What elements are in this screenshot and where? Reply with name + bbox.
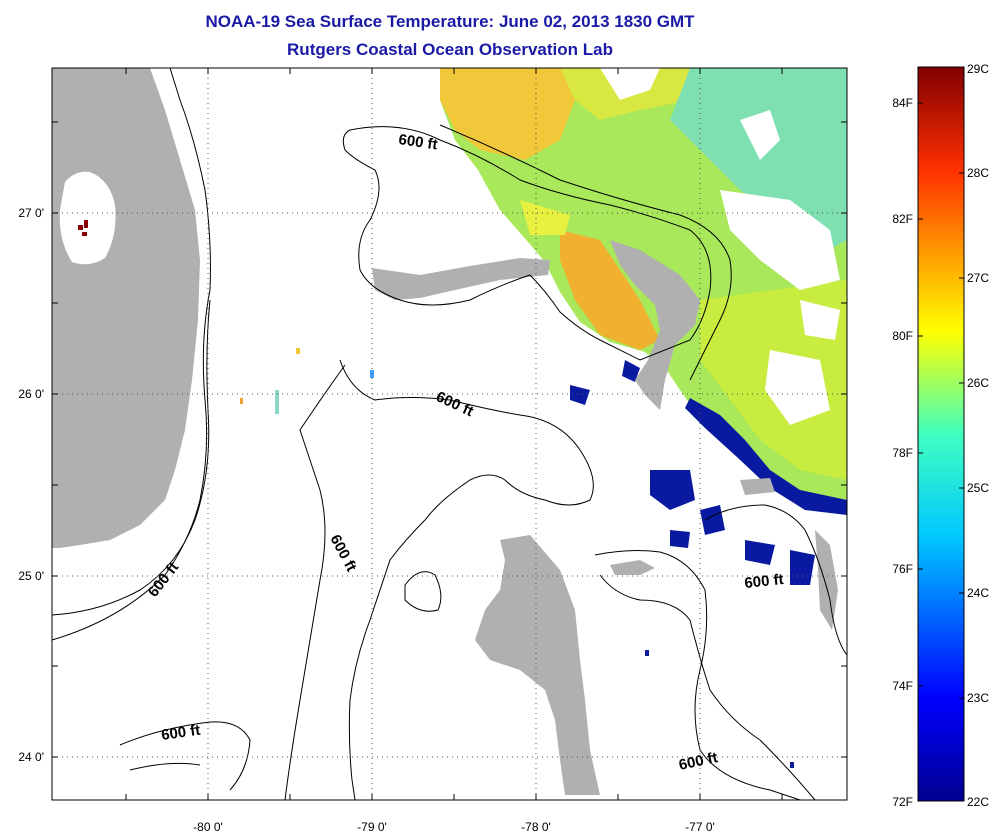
lon-label: -80 0' (193, 820, 223, 834)
celsius-label: 27C (967, 271, 989, 285)
lat-label: 26 0' (18, 387, 44, 401)
map-subtitle: Rutgers Coastal Ocean Observation Lab (287, 40, 613, 59)
map-title: NOAA-19 Sea Surface Temperature: June 02… (205, 12, 695, 31)
lake (59, 171, 116, 265)
contour-label: 600 ft (397, 131, 438, 153)
latitude-labels: 27 0' 26 0' 25 0' 24 0' (18, 206, 44, 764)
celsius-label: 29C (967, 62, 989, 76)
celsius-label: 23C (967, 691, 989, 705)
celsius-label: 25C (967, 481, 989, 495)
lat-label: 27 0' (18, 206, 44, 220)
contour-label: 600 ft (744, 571, 785, 592)
longitude-labels: -80 0' -79 0' -78 0' -77 0' (193, 820, 715, 834)
lon-label: -78 0' (521, 820, 551, 834)
celsius-label: 22C (967, 795, 989, 809)
graticule (52, 68, 847, 800)
fahrenheit-label: 78F (892, 446, 913, 460)
fahrenheit-label: 74F (892, 679, 913, 693)
colorbar (917, 66, 965, 802)
colorbar-celsius-labels: 29C 28C 27C 26C 25C 24C 23C 22C (967, 62, 989, 809)
lon-label: -79 0' (357, 820, 387, 834)
lat-label: 25 0' (18, 569, 44, 583)
fahrenheit-label: 76F (892, 562, 913, 576)
map-frame (51, 67, 848, 801)
axis-ticks (52, 68, 847, 800)
fahrenheit-label: 80F (892, 329, 913, 343)
fahrenheit-label: 82F (892, 212, 913, 226)
lat-label: 24 0' (18, 750, 44, 764)
celsius-label: 24C (967, 586, 989, 600)
celsius-label: 28C (967, 166, 989, 180)
celsius-label: 26C (967, 376, 989, 390)
colorbar-fahrenheit-labels: 84F 82F 80F 78F 76F 74F 72F (892, 96, 913, 809)
colorbar-ticks (918, 102, 964, 699)
fahrenheit-label: 72F (892, 795, 913, 809)
isobaths (52, 68, 847, 800)
lon-label: -77 0' (685, 820, 715, 834)
contour-label: 600 ft (160, 722, 201, 744)
fahrenheit-label: 84F (892, 96, 913, 110)
